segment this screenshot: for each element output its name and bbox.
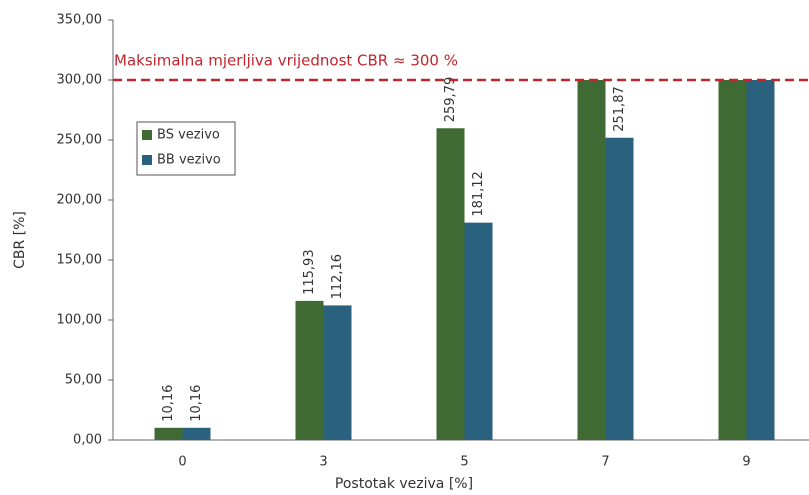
bar <box>154 427 183 440</box>
bar <box>295 300 324 440</box>
data-label: 10,16 <box>189 385 204 422</box>
y-tick-label: 50,00 <box>65 373 102 388</box>
data-label: 259,79 <box>443 77 458 123</box>
y-tick-label: 250,00 <box>57 133 103 148</box>
data-label: 112,16 <box>330 254 345 300</box>
bar <box>323 305 352 440</box>
y-tick-label: 100,00 <box>57 313 103 328</box>
legend-swatch <box>142 155 152 165</box>
y-tick-label: 200,00 <box>57 193 103 208</box>
y-tick-label: 150,00 <box>57 253 103 268</box>
data-label: 251,87 <box>612 86 627 132</box>
data-label: 115,93 <box>302 249 317 295</box>
data-label: 10,16 <box>161 385 176 422</box>
bar <box>605 137 634 441</box>
y-tick-label: 300,00 <box>57 73 103 88</box>
legend-label: BS vezivo <box>157 128 220 143</box>
bar <box>577 80 606 440</box>
x-tick-label: 3 <box>319 455 327 470</box>
bar <box>182 427 211 440</box>
legend-swatch <box>142 130 152 140</box>
y-axis-label: CBR [%] <box>12 211 28 269</box>
x-tick-label: 0 <box>178 455 186 470</box>
bar <box>464 222 493 440</box>
annotation: Maksimalna mjerljiva vrijednost CBR ≈ 30… <box>114 52 458 70</box>
bar <box>436 128 465 440</box>
bar <box>746 80 775 440</box>
x-tick-label: 7 <box>601 455 609 470</box>
y-tick-label: 350,00 <box>57 13 103 28</box>
data-label: 181,12 <box>471 171 486 217</box>
x-tick-label: 9 <box>742 455 750 470</box>
legend-box <box>136 121 236 176</box>
x-axis-label: Postotak veziva [%] <box>335 476 473 492</box>
y-tick-label: 0,00 <box>73 433 102 448</box>
legend-label: BB vezivo <box>157 153 221 168</box>
x-tick-label: 5 <box>460 455 468 470</box>
bar <box>718 80 747 440</box>
